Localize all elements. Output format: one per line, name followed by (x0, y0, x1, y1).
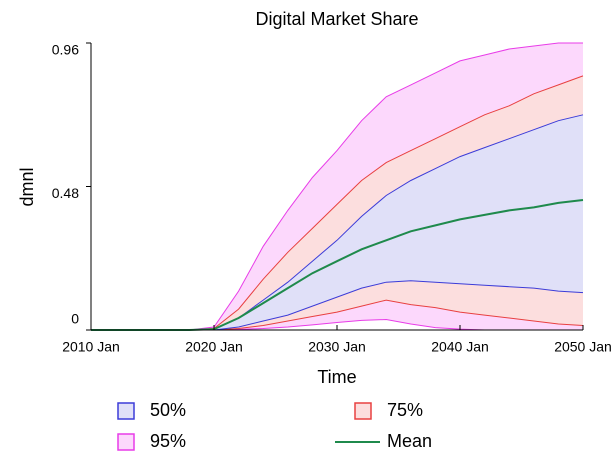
y-tick-label: 0.96 (52, 42, 79, 58)
x-tick-label: 2030 Jan (308, 339, 366, 355)
y-tick-label: 0 (71, 311, 79, 327)
legend-swatch (117, 402, 135, 420)
legend-label: Mean (387, 431, 432, 451)
band-fill (91, 114, 583, 330)
x-axis-title: Time (317, 367, 356, 387)
x-tick-label: 2010 Jan (62, 339, 120, 355)
legend-label: 95% (150, 431, 186, 451)
legend-label: 50% (150, 400, 186, 420)
legend-swatch (354, 402, 372, 420)
x-tick-label: 2050 Jan (554, 339, 612, 355)
legend-label: 75% (387, 400, 423, 420)
chart-title: Digital Market Share (255, 9, 418, 29)
x-tick-label: 2040 Jan (431, 339, 489, 355)
legend-swatch (117, 433, 135, 451)
y-axis-title: dmnl (17, 167, 37, 206)
x-tick-label: 2020 Jan (185, 339, 243, 355)
y-tick-label: 0.48 (52, 185, 79, 201)
